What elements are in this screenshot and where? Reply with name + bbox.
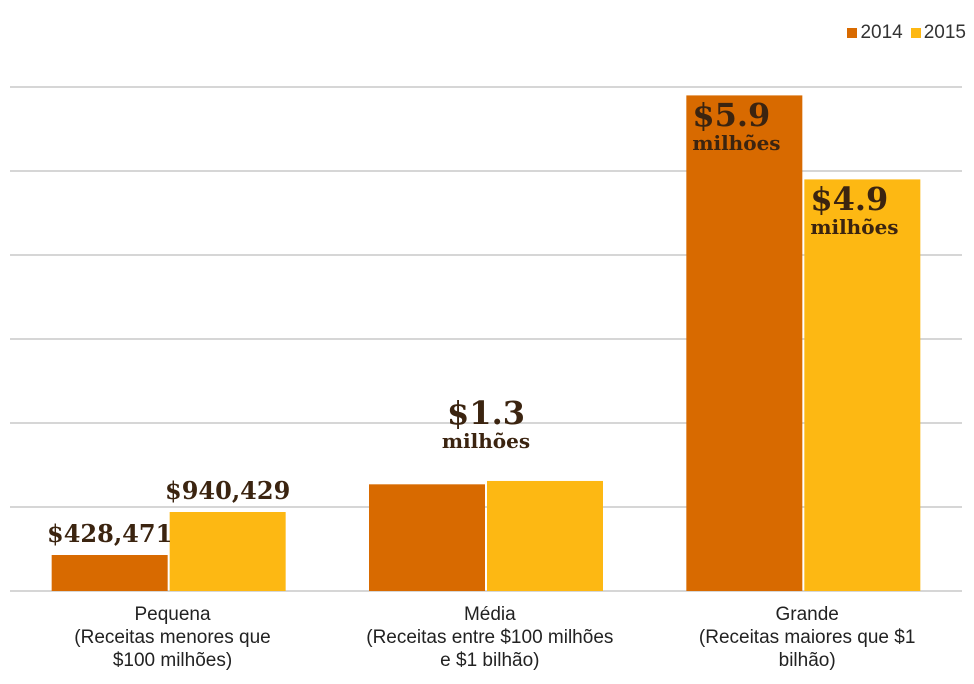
legend-item: 2014 xyxy=(847,22,903,44)
value-label: $1.3 milhões xyxy=(441,393,531,453)
legend: 2014 2015 xyxy=(847,22,966,44)
bar xyxy=(804,179,921,591)
value-label: $5.9 milhões xyxy=(692,96,781,155)
legend-label: 2014 xyxy=(860,22,903,43)
legend-label: 2015 xyxy=(923,22,966,43)
value-label: $4.9 milhões xyxy=(810,180,899,239)
x-tick-label: Grande (Receitas maiores que $1 bilhão) xyxy=(698,604,916,671)
legend-swatch xyxy=(847,28,858,38)
bar xyxy=(686,95,803,592)
legend-swatch xyxy=(910,28,921,38)
bar xyxy=(369,484,485,591)
x-tick-label: Média (Receitas entre $100 milhões e $1 … xyxy=(366,604,614,671)
x-tick-label: Pequena (Receitas menores que $100 milhõ… xyxy=(74,604,271,671)
legend-item: 2015 xyxy=(910,22,966,44)
value-label: $428,471 xyxy=(47,519,173,548)
bar xyxy=(51,555,168,591)
value-label: $940,429 xyxy=(165,476,291,505)
bar xyxy=(487,480,603,591)
bar xyxy=(169,512,286,591)
